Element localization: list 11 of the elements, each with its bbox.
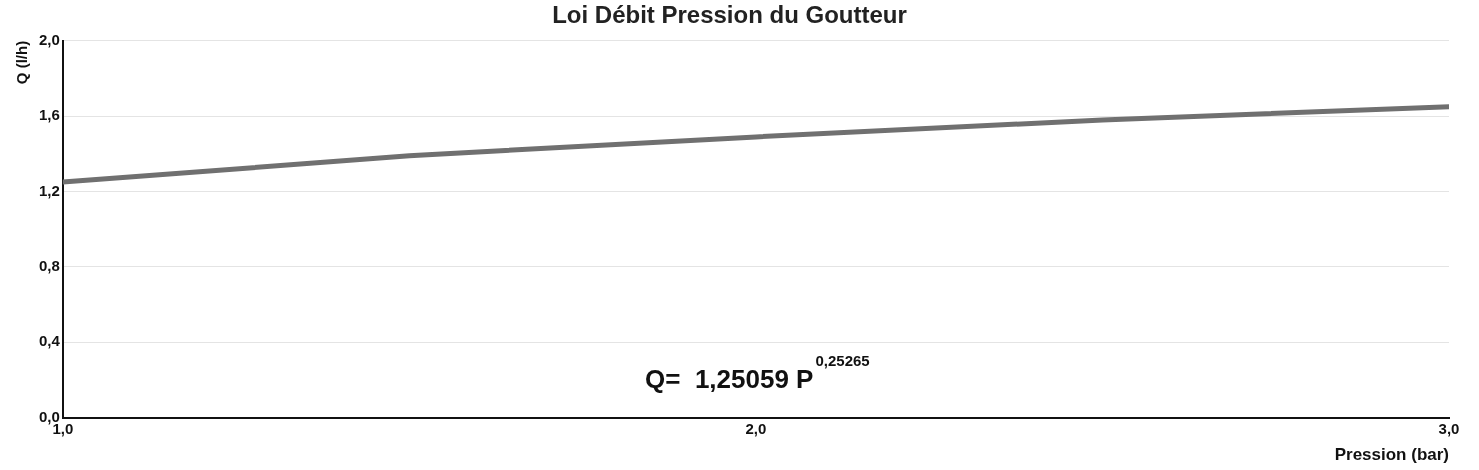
annotation: Q= 1,25059 P0,25265 bbox=[645, 351, 870, 394]
chart-title: Loi Débit Pression du Goutteur bbox=[552, 1, 907, 29]
x-tick-label: 2,0 bbox=[745, 419, 767, 437]
y-tick-label: 1,2 bbox=[38, 181, 60, 199]
y-tick-label: 0,4 bbox=[38, 332, 61, 350]
x-axis-title: Pression (bar) bbox=[1334, 445, 1449, 465]
x-tick-label: 3,0 bbox=[1438, 419, 1460, 437]
y-axis-title: Q (l/h) bbox=[13, 40, 31, 85]
y-tick-label: 0,8 bbox=[38, 257, 60, 275]
y-tick-label: 2,0 bbox=[38, 30, 60, 48]
y-tick-label: 1,6 bbox=[38, 106, 60, 124]
